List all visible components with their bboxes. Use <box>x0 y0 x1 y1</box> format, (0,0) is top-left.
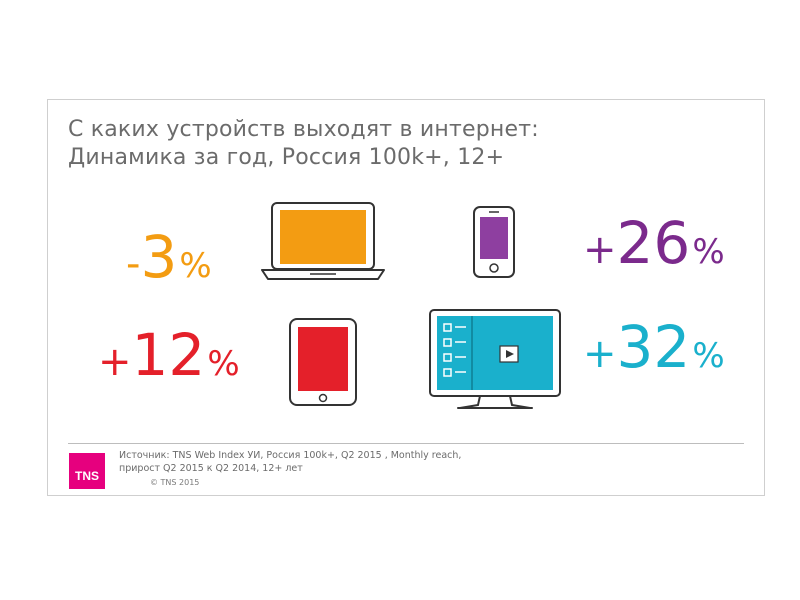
tablet-icon <box>289 318 357 406</box>
slide-title: С каких устройств выходят в интернет: Ди… <box>68 116 539 172</box>
title-line-2: Динамика за год, Россия 100k+, 12+ <box>68 145 505 170</box>
stat-sign: + <box>98 339 132 385</box>
source-line-2: прирост Q2 2015 к Q2 2014, 12+ лет <box>119 463 303 474</box>
stat-percent: % <box>179 246 212 286</box>
source-line-1: Источник: TNS Web Index УИ, Россия 100k+… <box>119 450 462 461</box>
stat-value: 32 <box>616 313 691 381</box>
footer-divider <box>68 443 744 444</box>
smartphone-icon <box>473 206 515 278</box>
slide: С каких устройств выходят в интернет: Ди… <box>47 99 765 496</box>
source-note: Источник: TNS Web Index УИ, Россия 100k+… <box>119 449 461 475</box>
title-line-1: С каких устройств выходят в интернет: <box>68 117 539 142</box>
stat-value: 3 <box>140 223 178 291</box>
stat-percent: % <box>692 232 725 272</box>
stat-sign: + <box>583 227 617 273</box>
stat-sign: - <box>126 241 141 287</box>
stat-percent: % <box>692 336 725 376</box>
laptop-icon <box>261 202 385 280</box>
stat-value: 26 <box>616 209 691 277</box>
stat-sign: + <box>583 331 617 377</box>
stat-percent: % <box>207 344 240 384</box>
smart-tv-icon <box>429 309 561 409</box>
copyright: © TNS 2015 <box>150 478 200 487</box>
laptop-change-stat: - 3 % <box>126 228 212 286</box>
smartphone-change-stat: + 26 % <box>583 214 725 272</box>
tns-logo: TNS <box>69 453 105 489</box>
smarttv-change-stat: + 32 % <box>583 318 725 376</box>
tablet-change-stat: + 12 % <box>98 326 240 384</box>
stat-value: 12 <box>131 321 206 389</box>
